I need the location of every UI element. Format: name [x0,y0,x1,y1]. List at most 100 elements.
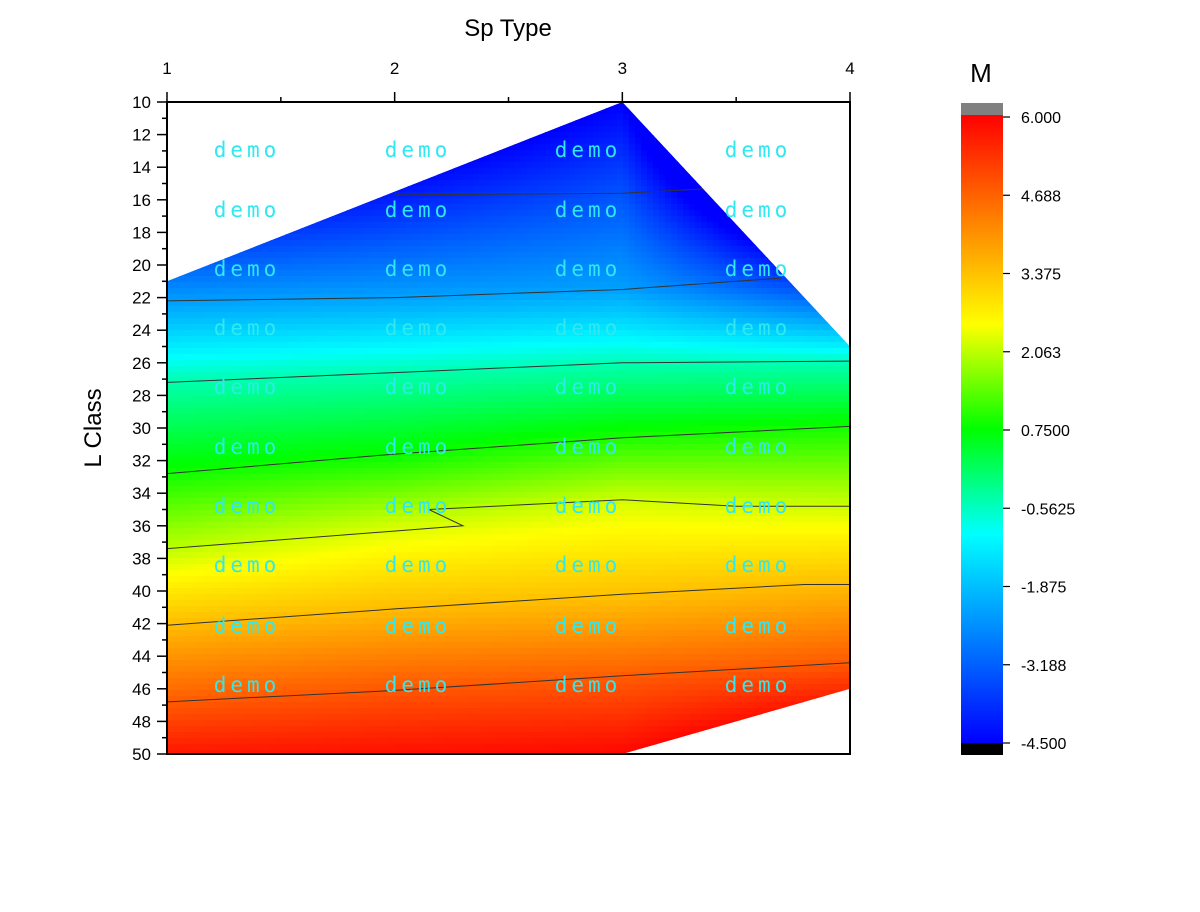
field-cell [215,270,222,277]
field-cell [215,564,222,571]
field-cell [383,240,390,247]
field-cell [413,474,420,481]
field-cell [281,108,288,115]
field-cell [323,660,330,667]
field-cell [317,708,324,715]
field-cell [389,648,396,655]
field-cell [425,444,432,451]
field-cell [275,372,282,379]
field-cell [395,504,402,511]
field-cell [389,588,396,595]
field-cell [353,216,360,223]
field-cell [191,630,198,637]
field-cell [191,438,198,445]
field-cell [365,714,372,721]
field-cell [179,552,186,559]
field-cell [167,360,174,367]
field-cell [221,234,228,241]
field-cell [305,126,312,133]
field-cell [191,684,198,691]
field-cell [191,450,198,457]
field-cell [383,198,390,205]
field-cell [293,594,300,601]
field-cell [353,726,360,733]
field-cell [299,246,306,253]
field-cell [227,360,234,367]
field-cell [371,432,378,439]
field-cell [293,312,300,319]
field-cell [179,120,186,127]
field-cell [323,306,330,313]
field-cell [389,180,396,187]
field-cell [425,432,432,439]
field-cell [431,126,438,133]
field-cell [215,468,222,475]
field-cell [233,720,240,727]
field-cell [341,642,348,649]
field-cell [167,654,174,661]
field-cell [407,462,414,469]
field-cell [245,336,252,343]
field-cell [203,624,210,631]
field-cell [293,492,300,499]
field-cell [437,108,444,115]
field-cell [383,498,390,505]
field-cell [191,726,198,733]
field-cell [185,246,192,253]
field-cell [167,456,174,463]
field-cell [401,492,408,499]
field-cell [311,156,318,163]
field-cell [341,360,348,367]
field-cell [401,216,408,223]
field-cell [197,612,204,619]
field-cell [335,516,342,523]
field-cell [305,618,312,625]
field-cell [251,390,258,397]
field-cell [257,534,264,541]
field-cell [395,384,402,391]
field-cell [197,306,204,313]
field-cell [215,168,222,175]
field-cell [401,522,408,529]
field-cell [395,576,402,583]
field-cell [413,546,420,553]
field-cell [401,666,408,673]
field-cell [191,240,198,247]
field-cell [407,186,414,193]
field-cell [233,420,240,427]
field-cell [419,174,426,181]
field-cell [293,588,300,595]
field-cell [233,696,240,703]
field-cell [347,222,354,229]
field-cell [317,684,324,691]
field-cell [437,522,444,529]
field-cell [335,306,342,313]
field-cell [305,546,312,553]
field-cell [305,324,312,331]
field-cell [191,516,198,523]
field-cell [251,318,258,325]
field-cell [239,576,246,583]
field-cell [305,360,312,367]
field-cell [179,162,186,169]
field-cell [263,552,270,559]
field-cell [203,204,210,211]
field-cell [383,396,390,403]
field-cell [437,186,444,193]
field-cell [197,654,204,661]
field-cell [305,750,312,754]
field-cell [347,432,354,439]
field-cell [425,294,432,301]
field-cell [215,534,222,541]
field-cell [227,468,234,475]
field-cell [359,738,366,745]
field-cell [341,462,348,469]
field-cell [341,126,348,133]
field-cell [377,384,384,391]
field-cell [191,132,198,139]
field-cell [359,300,366,307]
field-cell [209,576,216,583]
field-cell [437,618,444,625]
field-cell [197,402,204,409]
field-cell [197,456,204,463]
